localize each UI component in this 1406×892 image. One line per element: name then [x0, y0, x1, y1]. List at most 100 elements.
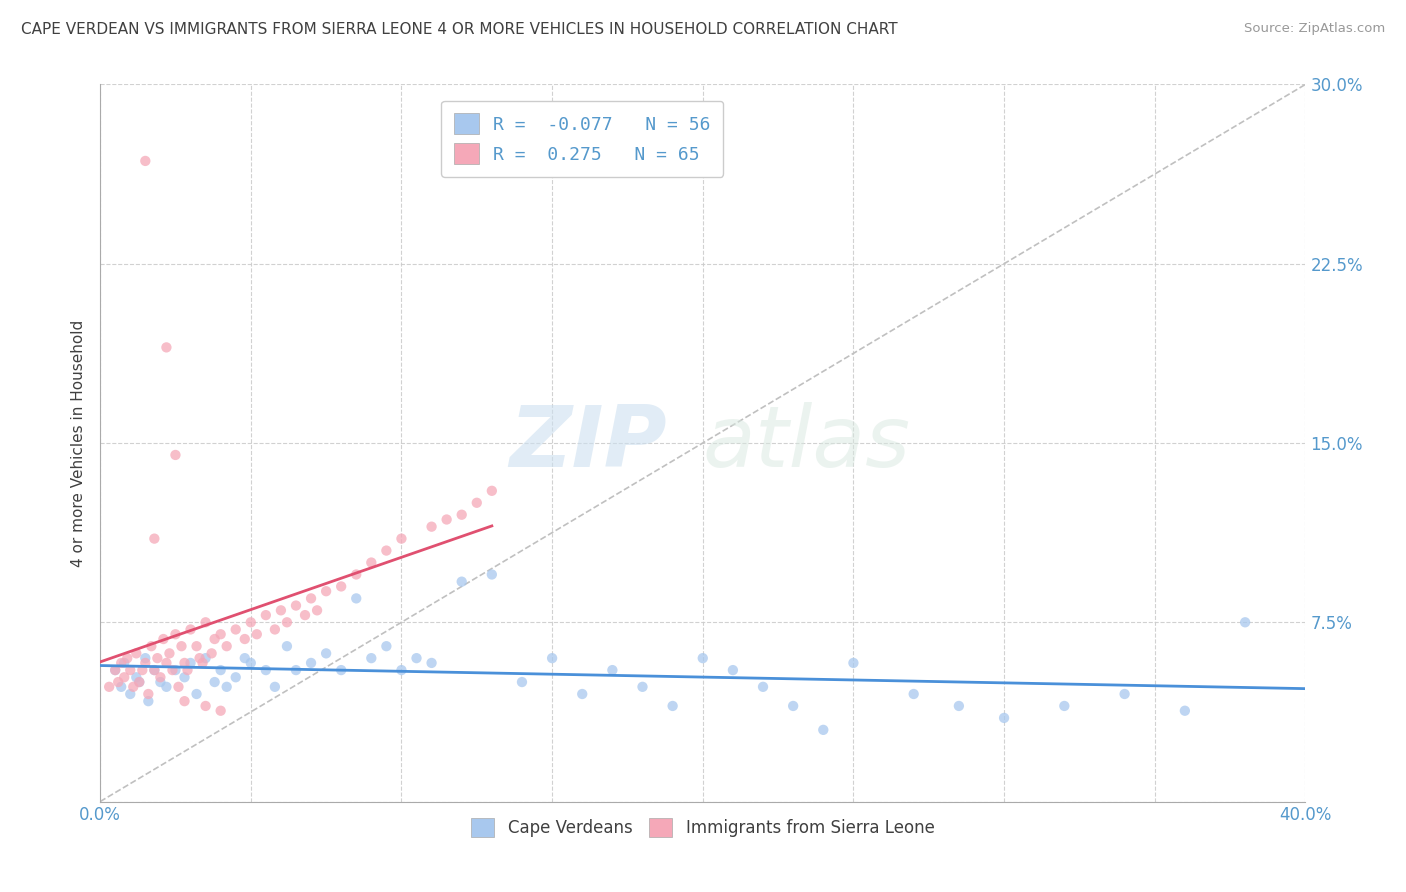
- Point: [186, 687, 208, 701]
- Point: [903, 687, 925, 701]
- Point: [98, 680, 121, 694]
- Point: [191, 656, 214, 670]
- Point: [420, 519, 443, 533]
- Point: [165, 627, 187, 641]
- Text: atlas: atlas: [703, 401, 911, 484]
- Point: [112, 670, 135, 684]
- Point: [541, 651, 564, 665]
- Point: [112, 656, 135, 670]
- Point: [264, 623, 287, 637]
- Point: [481, 567, 503, 582]
- Point: [146, 651, 169, 665]
- Point: [170, 639, 193, 653]
- Point: [165, 448, 187, 462]
- Point: [180, 623, 202, 637]
- Point: [110, 656, 132, 670]
- Point: [204, 632, 226, 646]
- Point: [201, 646, 224, 660]
- Point: [246, 627, 269, 641]
- Point: [299, 656, 322, 670]
- Point: [134, 153, 156, 168]
- Point: [270, 603, 292, 617]
- Point: [110, 680, 132, 694]
- Point: [285, 663, 308, 677]
- Point: [176, 663, 198, 677]
- Point: [571, 687, 593, 701]
- Point: [842, 656, 865, 670]
- Point: [225, 623, 247, 637]
- Point: [173, 656, 195, 670]
- Y-axis label: 4 or more Vehicles in Household: 4 or more Vehicles in Household: [72, 319, 86, 566]
- Point: [180, 656, 202, 670]
- Point: [481, 483, 503, 498]
- Point: [299, 591, 322, 606]
- Point: [948, 698, 970, 713]
- Point: [993, 711, 1015, 725]
- Point: [330, 663, 353, 677]
- Text: CAPE VERDEAN VS IMMIGRANTS FROM SIERRA LEONE 4 OR MORE VEHICLES IN HOUSEHOLD COR: CAPE VERDEAN VS IMMIGRANTS FROM SIERRA L…: [21, 22, 897, 37]
- Point: [215, 680, 238, 694]
- Point: [307, 603, 329, 617]
- Text: ZIP: ZIP: [509, 401, 666, 484]
- Point: [215, 639, 238, 653]
- Point: [149, 675, 172, 690]
- Point: [134, 651, 156, 665]
- Point: [209, 663, 232, 677]
- Point: [141, 639, 163, 653]
- Point: [436, 512, 458, 526]
- Text: Source: ZipAtlas.com: Source: ZipAtlas.com: [1244, 22, 1385, 36]
- Point: [375, 639, 398, 653]
- Point: [107, 675, 129, 690]
- Point: [125, 670, 148, 684]
- Point: [138, 687, 160, 701]
- Point: [138, 694, 160, 708]
- Point: [315, 584, 337, 599]
- Point: [692, 651, 714, 665]
- Point: [117, 651, 139, 665]
- Point: [173, 670, 195, 684]
- Point: [155, 656, 177, 670]
- Point: [1114, 687, 1136, 701]
- Point: [360, 651, 382, 665]
- Point: [233, 651, 256, 665]
- Point: [155, 680, 177, 694]
- Point: [159, 646, 181, 660]
- Point: [1174, 704, 1197, 718]
- Point: [344, 591, 367, 606]
- Point: [225, 670, 247, 684]
- Point: [450, 508, 472, 522]
- Point: [276, 615, 298, 630]
- Point: [194, 615, 217, 630]
- Point: [120, 687, 142, 701]
- Point: [149, 670, 172, 684]
- Point: [204, 675, 226, 690]
- Point: [167, 680, 190, 694]
- Point: [162, 663, 184, 677]
- Point: [186, 639, 208, 653]
- Point: [375, 543, 398, 558]
- Legend: Cape Verdeans, Immigrants from Sierra Leone: Cape Verdeans, Immigrants from Sierra Le…: [464, 811, 941, 844]
- Point: [128, 675, 150, 690]
- Point: [405, 651, 427, 665]
- Point: [1053, 698, 1076, 713]
- Point: [125, 646, 148, 660]
- Point: [165, 663, 187, 677]
- Point: [143, 663, 166, 677]
- Point: [391, 663, 413, 677]
- Point: [254, 663, 277, 677]
- Point: [194, 698, 217, 713]
- Point: [276, 639, 298, 653]
- Point: [330, 579, 353, 593]
- Point: [813, 723, 835, 737]
- Point: [128, 675, 150, 690]
- Point: [1234, 615, 1257, 630]
- Point: [510, 675, 533, 690]
- Point: [239, 656, 262, 670]
- Point: [104, 663, 127, 677]
- Point: [104, 663, 127, 677]
- Point: [134, 656, 156, 670]
- Point: [285, 599, 308, 613]
- Point: [188, 651, 211, 665]
- Point: [143, 663, 166, 677]
- Point: [450, 574, 472, 589]
